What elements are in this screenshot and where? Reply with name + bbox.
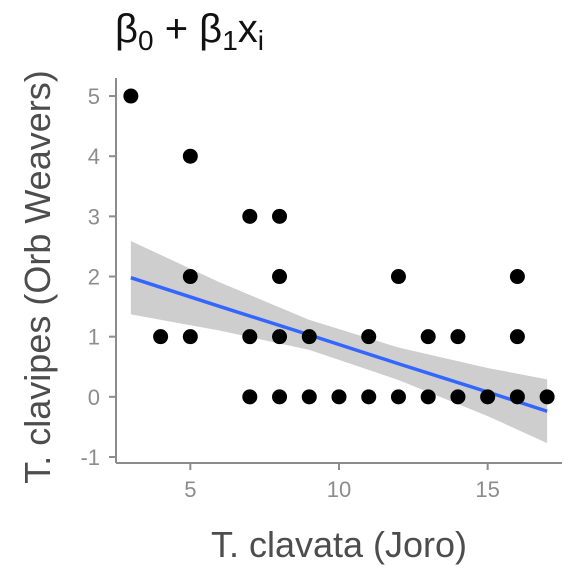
axes-layer: -1 0 1 2 3 4 5 5 10 15 xyxy=(80,78,562,502)
data-point xyxy=(242,208,258,224)
data-point xyxy=(242,389,258,405)
chart-title: β0 + β1xi xyxy=(115,7,264,56)
y-tick-label: 0 xyxy=(88,385,100,410)
data-points-layer xyxy=(123,88,555,405)
fit-line xyxy=(130,276,548,413)
data-point xyxy=(272,329,288,345)
data-point xyxy=(539,389,555,405)
data-point xyxy=(242,329,258,345)
data-point xyxy=(272,208,288,224)
data-point xyxy=(480,389,496,405)
data-point xyxy=(509,269,525,285)
data-point xyxy=(420,329,436,345)
y-tick-label: 4 xyxy=(88,144,100,169)
data-point xyxy=(361,329,377,345)
data-point xyxy=(331,389,347,405)
data-point xyxy=(361,389,377,405)
confidence-band-layer xyxy=(130,241,548,444)
data-point xyxy=(182,269,198,285)
x-axis-label: T. clavata (Joro) xyxy=(211,524,467,565)
data-point xyxy=(509,329,525,345)
y-tick-label: 5 xyxy=(88,84,100,109)
data-point xyxy=(182,148,198,164)
y-axis-label: T. clavipes (Orb Weavers) xyxy=(17,70,58,483)
data-point xyxy=(272,389,288,405)
data-point xyxy=(182,329,198,345)
data-point xyxy=(390,269,406,285)
y-tick-label: 3 xyxy=(88,204,100,229)
data-point xyxy=(450,329,466,345)
confidence-band xyxy=(130,241,548,444)
y-tick-label: 1 xyxy=(88,325,100,350)
data-point xyxy=(272,269,288,285)
x-tick-label: 5 xyxy=(184,477,196,502)
data-point xyxy=(390,389,406,405)
data-point xyxy=(450,389,466,405)
data-point xyxy=(153,329,169,345)
y-tick-label: 2 xyxy=(88,265,100,290)
data-point xyxy=(509,389,525,405)
data-point xyxy=(123,88,139,104)
x-tick-label: 10 xyxy=(327,477,351,502)
data-point xyxy=(420,389,436,405)
y-tick-label: -1 xyxy=(80,445,100,470)
data-point xyxy=(301,389,317,405)
fit-line-layer xyxy=(130,276,548,413)
x-tick-label: 15 xyxy=(475,477,499,502)
data-point xyxy=(301,329,317,345)
